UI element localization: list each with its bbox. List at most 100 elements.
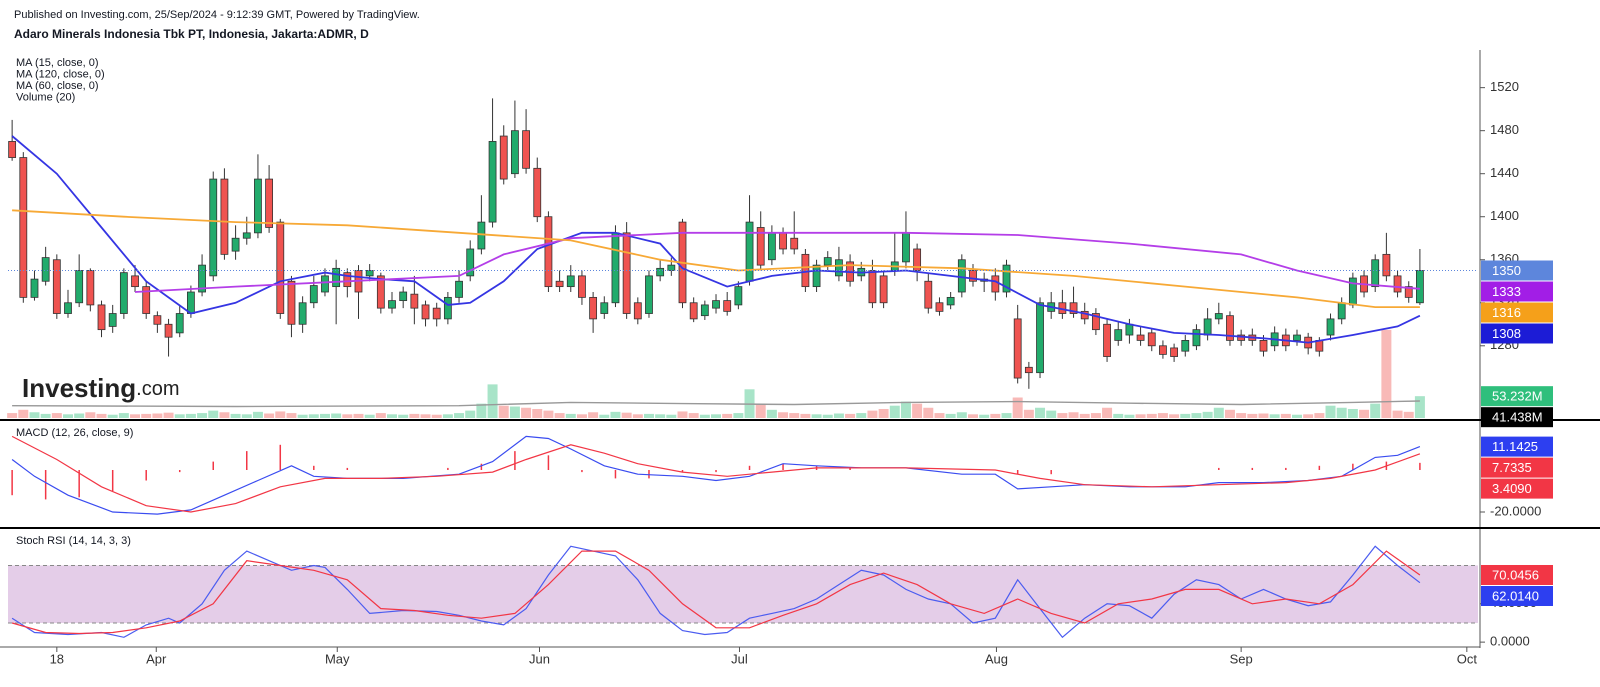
value-marker — [1481, 585, 1553, 606]
value-marker-label: 11.1425 — [1492, 439, 1538, 454]
candle-body — [1036, 302, 1044, 374]
watermark-brand: Investing — [22, 373, 136, 403]
volume-bar — [1035, 407, 1046, 418]
volume-bar — [51, 413, 62, 418]
volume-bar — [74, 413, 85, 418]
volume-bar — [1403, 411, 1414, 418]
volume-bar — [576, 414, 587, 418]
candle-body — [1192, 329, 1201, 347]
volume-bar — [934, 413, 945, 418]
volume-bar — [96, 413, 107, 418]
candle-body — [1293, 334, 1301, 341]
candle-body — [466, 248, 475, 277]
volume-bar — [252, 411, 263, 418]
volume-bar — [845, 413, 856, 418]
value-marker — [1481, 457, 1553, 478]
volume-bar — [1247, 413, 1258, 418]
candle-body — [220, 178, 229, 255]
volume-bar — [1079, 413, 1090, 418]
indicator-line — [11, 435, 1421, 513]
x-tick-label: 18 — [50, 651, 64, 666]
volume-bar — [1169, 414, 1180, 418]
candle-body — [276, 221, 285, 314]
volume-bar — [174, 414, 185, 418]
candle-body — [935, 302, 944, 312]
candle-body — [455, 280, 463, 298]
volume-bar — [1191, 413, 1202, 418]
candle-body — [1181, 340, 1190, 352]
candle-body — [1136, 334, 1145, 341]
candle-body — [343, 272, 352, 288]
volume-bar — [85, 412, 96, 418]
y-tick-label: 1440 — [1490, 165, 1519, 180]
candle-body — [823, 257, 832, 266]
watermark-suffix: .com — [136, 378, 179, 400]
candle-body — [432, 307, 441, 320]
volume-bar — [621, 412, 632, 418]
candle-body — [868, 270, 877, 304]
indicator-line — [11, 545, 1421, 639]
candle-body — [1259, 340, 1268, 352]
candle-body — [142, 286, 151, 314]
candle-body — [533, 167, 542, 218]
candle-body — [656, 267, 665, 277]
volume-bar — [1046, 410, 1057, 418]
candle-body — [443, 296, 452, 320]
legend-entry: MA (120, close, 0) — [16, 68, 105, 80]
volume-bar — [487, 384, 498, 418]
volume-bar — [297, 414, 308, 418]
chart-title: Adaro Minerals Indonesia Tbk PT, Indones… — [14, 27, 369, 41]
volume-bar — [822, 414, 833, 418]
value-marker — [1481, 407, 1553, 428]
volume-bar — [1180, 413, 1191, 418]
published-note: Published on Investing.com, 25/Sep/2024 … — [14, 9, 420, 21]
volume-bar — [230, 413, 241, 418]
volume-bar — [1157, 413, 1168, 418]
candle-body — [365, 270, 374, 277]
candle-body — [1203, 318, 1212, 336]
candle-body — [52, 259, 61, 314]
value-marker-label: 7.7335 — [1492, 460, 1532, 475]
candle-body — [566, 275, 575, 288]
candle-body — [499, 135, 508, 180]
moving-average — [12, 209, 1420, 308]
volume-bar — [431, 414, 442, 418]
volume-bar — [308, 414, 319, 418]
volume-bar — [107, 414, 118, 418]
candle-body — [1393, 275, 1402, 293]
volume-bar — [1258, 413, 1269, 418]
volume-bar — [1414, 396, 1425, 418]
volume-bar — [878, 408, 889, 418]
candle-body — [611, 232, 620, 304]
indicator-line — [11, 550, 1421, 635]
value-marker — [1481, 564, 1553, 585]
candle-body — [8, 141, 17, 158]
candle-body — [1147, 332, 1156, 347]
legend-entry: MA (60, close, 0) — [16, 80, 99, 92]
candle-body — [1337, 302, 1346, 320]
value-marker — [1481, 260, 1553, 281]
volume-bar — [1359, 409, 1370, 418]
volume-bar — [666, 414, 677, 418]
candle-body — [779, 232, 787, 250]
volume-bar — [1325, 405, 1336, 418]
volume-bar — [1292, 414, 1303, 418]
volume-bar — [1001, 413, 1012, 418]
candle-body — [745, 221, 754, 282]
volume-bar — [275, 411, 286, 418]
volume-bar — [1090, 413, 1101, 418]
candle-body — [1091, 313, 1100, 331]
y-tick-label: 1480 — [1490, 122, 1519, 137]
candle-body — [1382, 253, 1391, 277]
volume-bar — [733, 413, 744, 418]
y-tick-label: 1520 — [1490, 79, 1519, 94]
volume-bar — [62, 414, 73, 418]
volume-bar — [1336, 407, 1347, 418]
candle-body — [700, 304, 709, 317]
volume-bar — [152, 413, 163, 418]
volume-bar — [375, 413, 386, 418]
volume-bar — [588, 412, 599, 418]
x-tick-label: May — [325, 651, 350, 666]
